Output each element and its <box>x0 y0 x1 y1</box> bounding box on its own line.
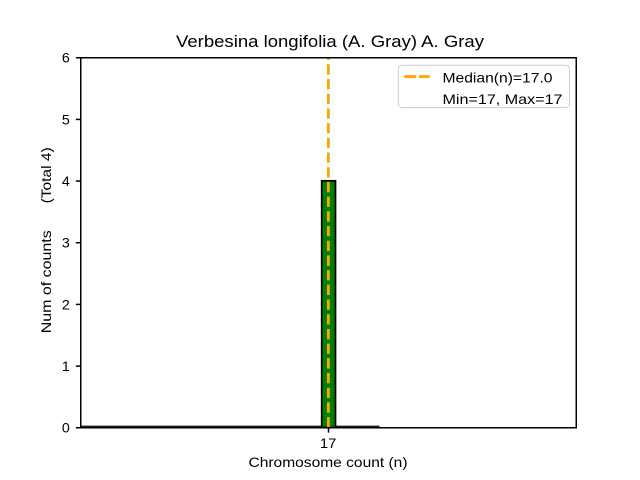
svg-text:Median(n)=17.0: Median(n)=17.0 <box>443 70 553 86</box>
svg-text:4: 4 <box>62 173 70 189</box>
svg-text:5: 5 <box>62 111 70 127</box>
svg-text:(Total 4): (Total 4) <box>38 147 54 203</box>
svg-text:Chromosome count (n): Chromosome count (n) <box>249 454 408 470</box>
svg-text:Verbesina longifolia (A. Gray): Verbesina longifolia (A. Gray) A. Gray <box>176 32 485 51</box>
svg-text:6: 6 <box>62 50 70 66</box>
svg-text:Min=17, Max=17: Min=17, Max=17 <box>443 91 563 107</box>
svg-text:1: 1 <box>62 358 70 374</box>
svg-text:0: 0 <box>62 420 70 436</box>
svg-text:17: 17 <box>320 435 337 451</box>
svg-text:3: 3 <box>62 235 70 251</box>
svg-text:2: 2 <box>62 296 70 312</box>
svg-text:Num of counts: Num of counts <box>38 230 54 333</box>
